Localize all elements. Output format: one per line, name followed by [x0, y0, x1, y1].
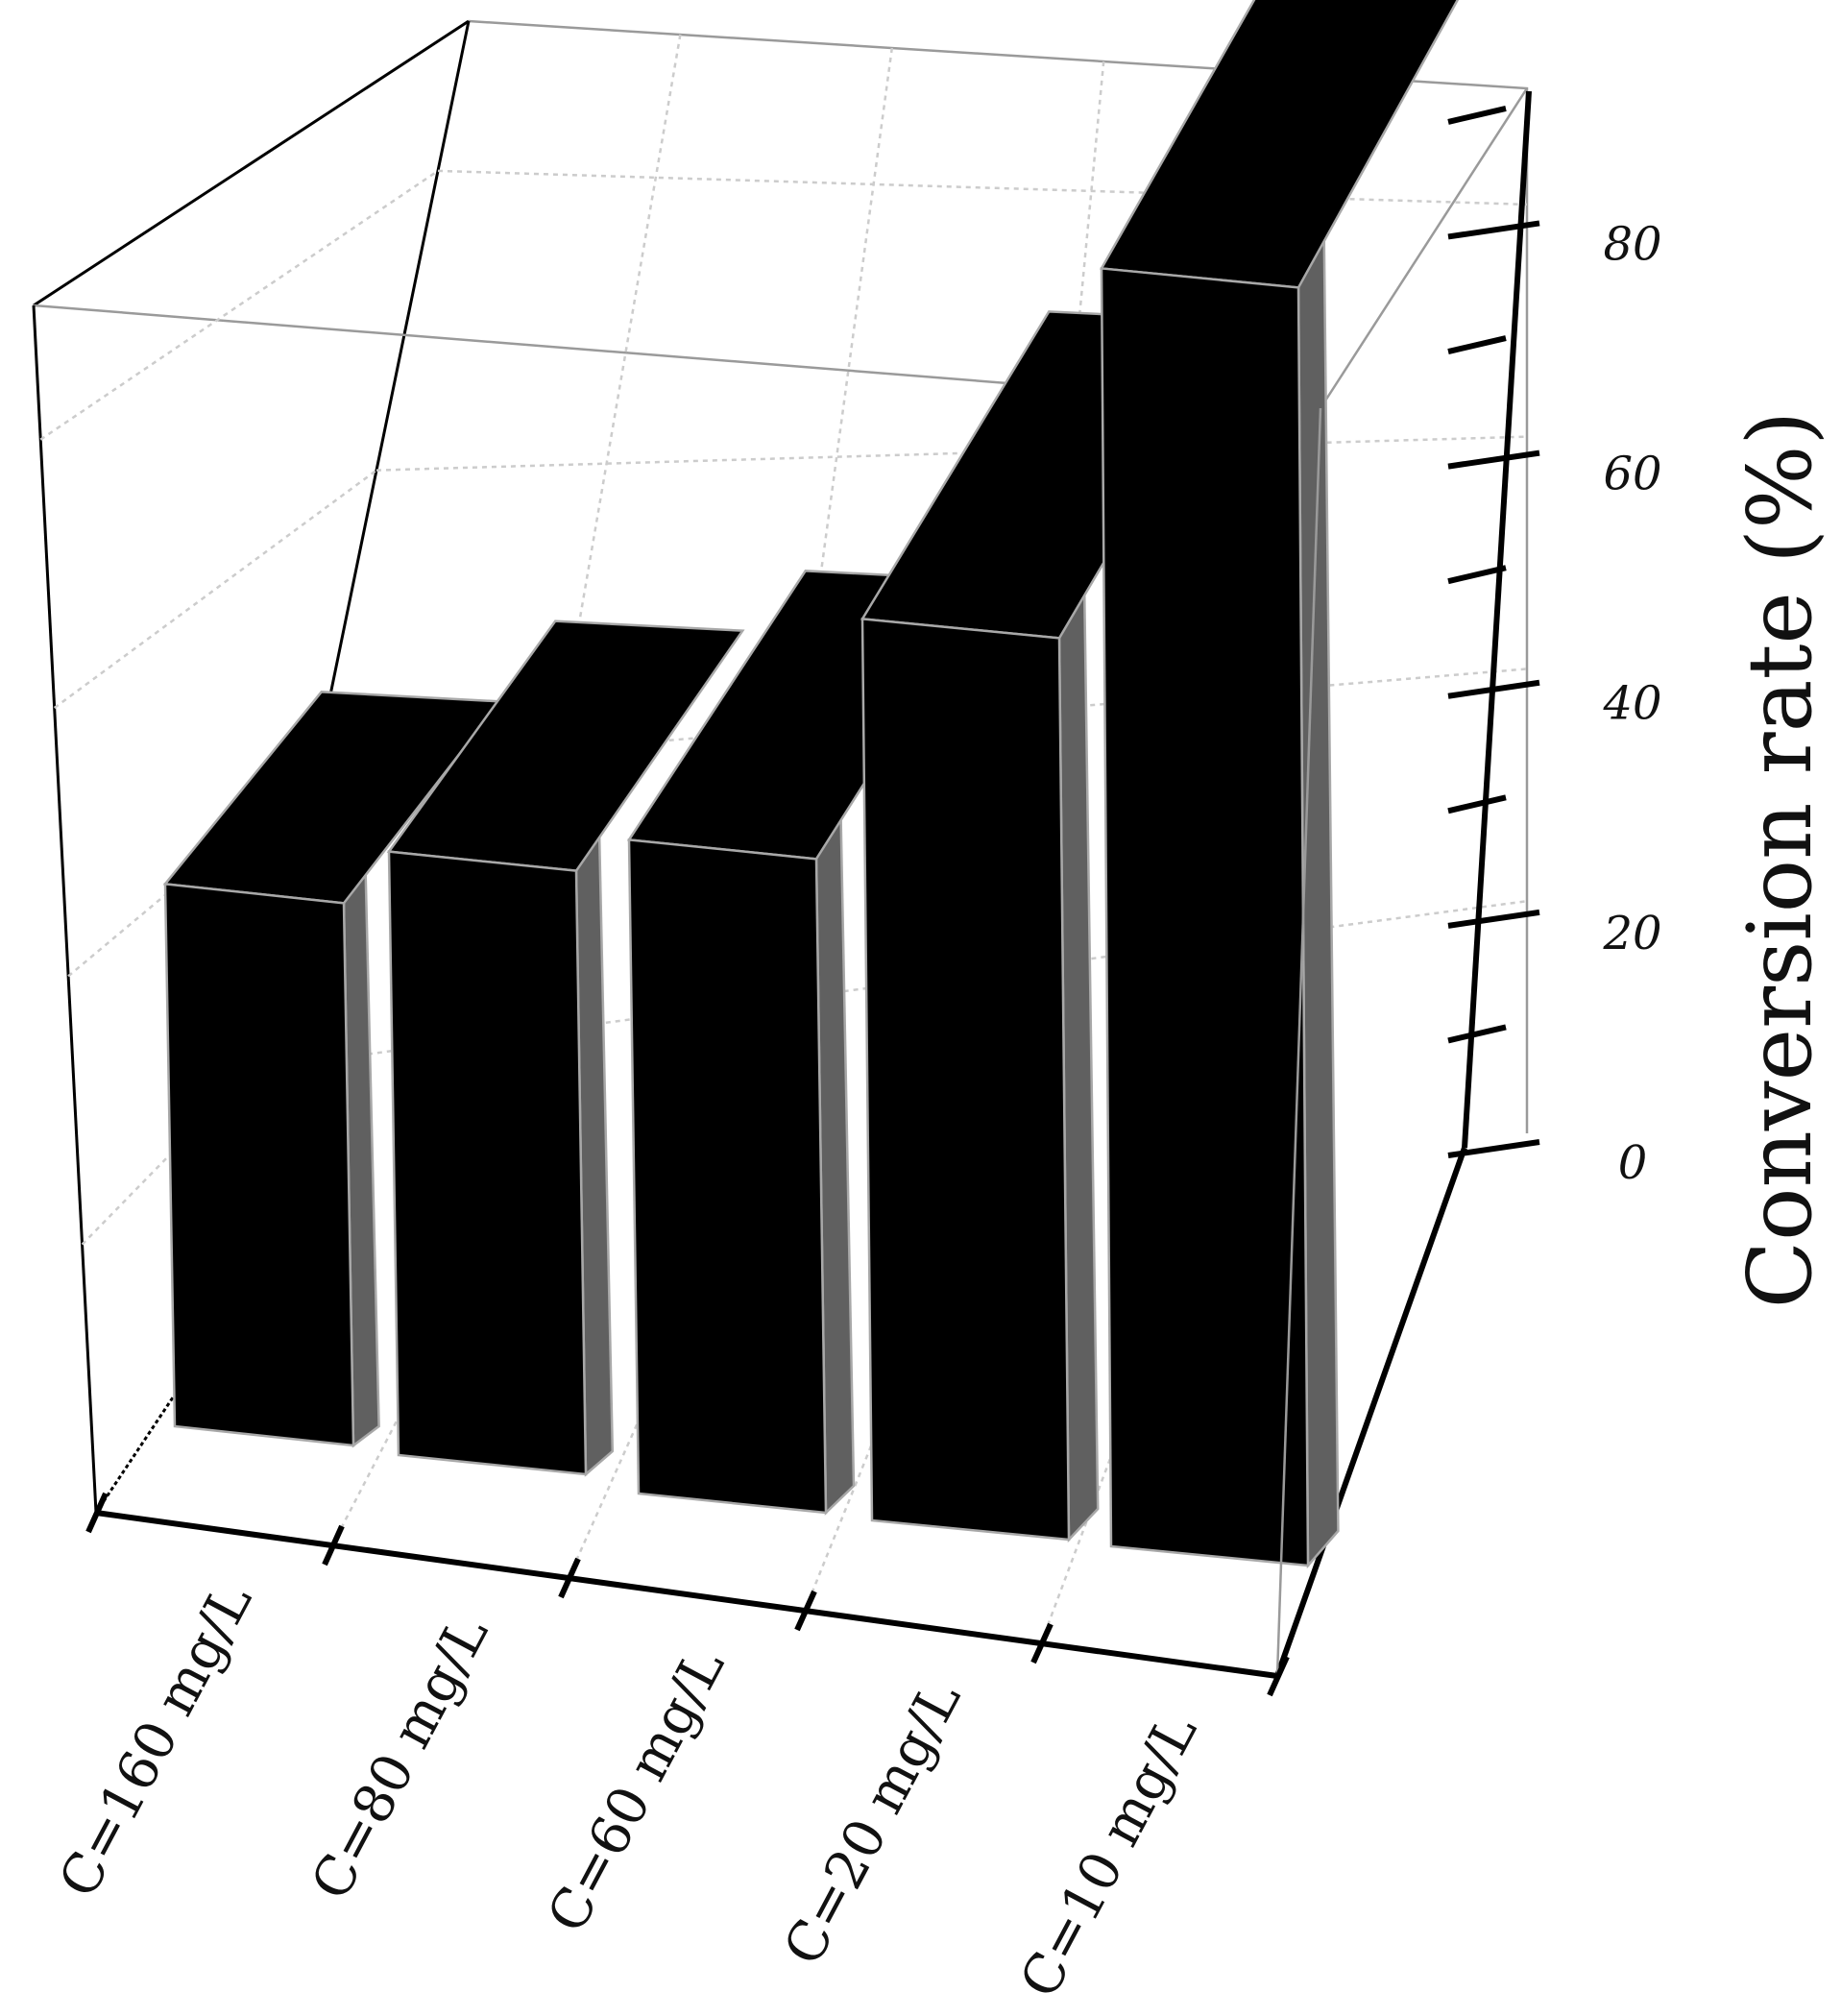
x-tick	[1030, 1622, 1054, 1664]
bar-front-face	[1100, 267, 1310, 1567]
bars	[162, 0, 1460, 1569]
x-category-label: C=10 mg/L	[1008, 1704, 1209, 2007]
y-axis-line	[1462, 90, 1532, 1149]
x-category-label: C=60 mg/L	[536, 1639, 737, 1942]
y-tick-major	[1447, 449, 1540, 470]
x-category-label: C=80 mg/L	[300, 1606, 500, 1909]
bar-front-face	[860, 617, 1071, 1542]
y-tick-label: 40	[1602, 677, 1661, 731]
x-tick	[85, 1492, 109, 1534]
bar-front-face	[163, 882, 355, 1447]
grid-line-floor	[330, 1324, 448, 1546]
y-tick-label: 60	[1603, 448, 1661, 501]
bar-front-face	[387, 850, 588, 1476]
bar-4	[860, 310, 1248, 1543]
x-tick	[558, 1557, 581, 1599]
x-tick	[794, 1590, 817, 1632]
y-tick-major	[1447, 220, 1540, 240]
bar-1	[162, 691, 503, 1448]
x-category-label: C=20 mg/L	[772, 1671, 973, 1975]
bar-front-face	[627, 838, 828, 1515]
y-tick-minor	[1447, 335, 1507, 354]
front-left-edge	[32, 304, 98, 1514]
top-left-edge	[33, 19, 470, 307]
y-tick-major	[1447, 679, 1540, 699]
x-category-label: C=160 mg/L	[47, 1573, 264, 1907]
grid-line-back-vertical	[991, 61, 1105, 1228]
y-tick-minor	[1447, 105, 1507, 125]
grid-line-back-wall	[375, 435, 1528, 472]
y-tick-major	[1447, 909, 1540, 929]
y-axis-ticks: 0 20 40 60 80	[1447, 105, 1662, 1190]
grid-line-left-wall	[53, 469, 377, 710]
bar-2	[386, 619, 745, 1477]
x-tick	[322, 1524, 345, 1567]
depth-axis-line	[1274, 1146, 1467, 1678]
x-tick	[1267, 1655, 1290, 1697]
y-tick-minor	[1447, 565, 1507, 585]
bar-top-face	[1099, 0, 1460, 289]
front-right-edge	[1275, 407, 1322, 1677]
y-tick-label: 0	[1618, 1136, 1648, 1190]
bar-5	[1099, 0, 1460, 1569]
front-frame	[1275, 407, 1322, 1677]
x-axis-line	[95, 1510, 1278, 1679]
y-tick-major	[1447, 1139, 1540, 1158]
x-axis-ticks: C=160 mg/L C=80 mg/L C=60 mg/L C=20 mg/L C=1…	[47, 1492, 1290, 2008]
y-axis-title: Conversion rate (%)	[1729, 411, 1831, 1309]
y-tick-label: 80	[1603, 217, 1661, 271]
y-tick-minor	[1447, 1024, 1507, 1044]
y-tick-minor	[1447, 794, 1507, 814]
grid-line-back-wall	[437, 169, 1528, 206]
grid-line-left-wall	[39, 169, 439, 441]
top-right-edge	[1319, 87, 1529, 409]
y-tick-label: 20	[1602, 907, 1661, 960]
